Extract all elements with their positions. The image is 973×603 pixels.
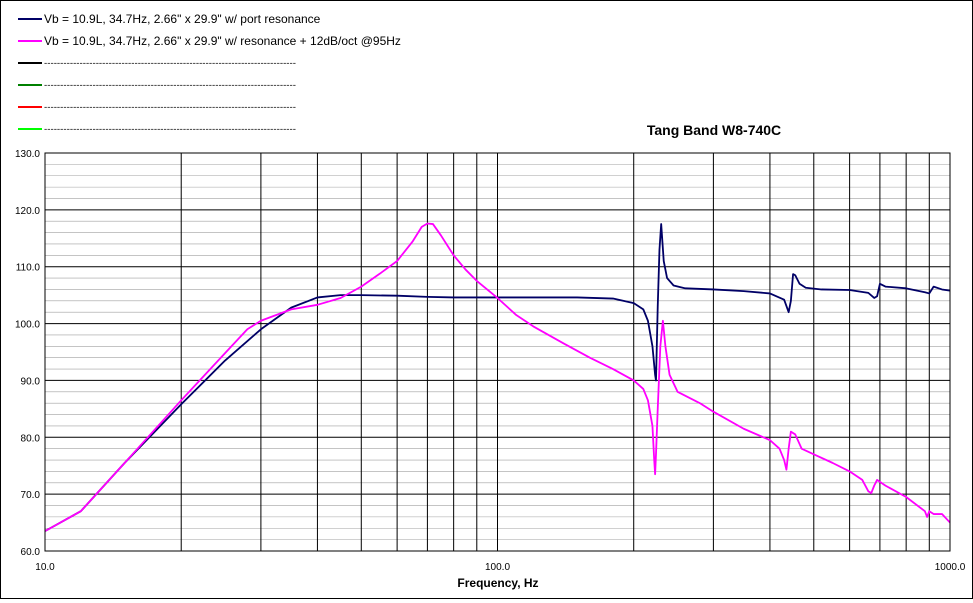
y-tick-label: 130.0 bbox=[15, 149, 40, 160]
x-axis-label: Frequency, Hz bbox=[457, 576, 538, 590]
x-axis-tick-labels: 10.0 100.0 1000.0 bbox=[35, 562, 965, 573]
series-line-2 bbox=[44, 222, 951, 532]
legend-label: ----------------------------------------… bbox=[44, 80, 296, 90]
y-tick-label: 80.0 bbox=[21, 433, 41, 444]
x-tick-label: 1000.0 bbox=[935, 562, 966, 573]
legend: Vb = 10.9L, 34.7Hz, 2.66" x 29.9" w/ por… bbox=[18, 12, 401, 134]
y-axis-tick-labels: 60.0 70.0 80.0 90.0 100.0 110.0 120.0 130.0 bbox=[15, 149, 40, 558]
y-tick-label: 110.0 bbox=[16, 263, 41, 274]
plot-grid bbox=[45, 153, 950, 551]
y-tick-label: 70.0 bbox=[21, 490, 41, 501]
legend-label: ----------------------------------------… bbox=[44, 58, 296, 68]
y-tick-label: 60.0 bbox=[21, 547, 41, 558]
legend-label: ----------------------------------------… bbox=[44, 124, 296, 134]
x-tick-label: 10.0 bbox=[35, 562, 55, 573]
series-group bbox=[44, 222, 951, 532]
plot-area bbox=[44, 152, 951, 552]
legend-label: Vb = 10.9L, 34.7Hz, 2.66" x 29.9" w/ res… bbox=[44, 34, 401, 48]
legend-label: ----------------------------------------… bbox=[44, 102, 296, 112]
series-line-1 bbox=[44, 223, 951, 532]
chart-title: Tang Band W8-740C bbox=[647, 122, 781, 138]
y-tick-label: 100.0 bbox=[15, 320, 40, 331]
y-tick-label: 120.0 bbox=[15, 206, 40, 217]
x-tick-label: 100.0 bbox=[485, 562, 510, 573]
y-tick-label: 90.0 bbox=[21, 376, 41, 387]
legend-label: Vb = 10.9L, 34.7Hz, 2.66" x 29.9" w/ por… bbox=[44, 12, 321, 26]
